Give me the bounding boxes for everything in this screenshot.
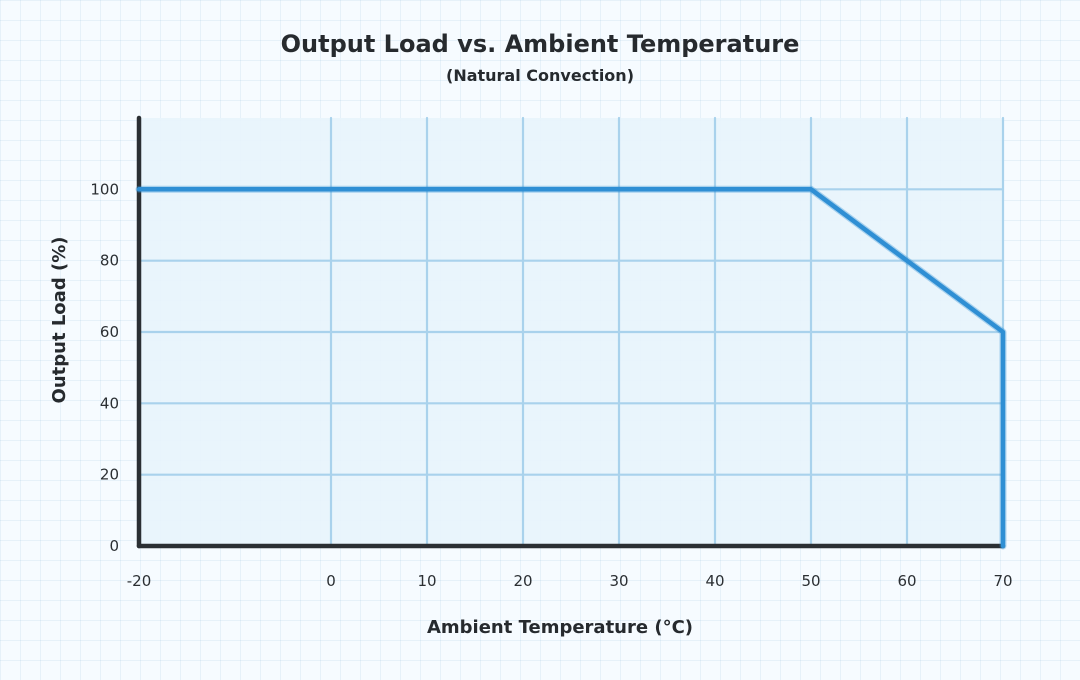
x-tick-label: 0 bbox=[326, 572, 336, 590]
x-tick-label: 30 bbox=[609, 572, 628, 590]
y-tick-label: 80 bbox=[100, 252, 119, 270]
series-line bbox=[136, 187, 1006, 549]
chart-title: Output Load vs. Ambient Temperature bbox=[280, 30, 800, 58]
x-tick-label: 10 bbox=[417, 572, 436, 590]
y-tick-label: 40 bbox=[100, 394, 119, 412]
x-axis-title: Ambient Temperature (°C) bbox=[427, 617, 693, 638]
x-tick-label: 50 bbox=[801, 572, 820, 590]
y-tick-label: 0 bbox=[109, 537, 119, 555]
x-tick-label: -20 bbox=[127, 572, 152, 590]
y-axis-title: Output Load (%) bbox=[49, 237, 70, 404]
y-tick-label: 20 bbox=[100, 466, 119, 484]
y-tick-label: 60 bbox=[100, 323, 119, 341]
tick-labels: -20 0 10 20 30 40 50 60 70 0 20 40 60 80 100 bbox=[90, 180, 1012, 590]
x-tick-label: 40 bbox=[705, 572, 724, 590]
series-layer bbox=[135, 185, 1007, 550]
y-tick-label: 100 bbox=[90, 180, 119, 198]
x-tick-label: 20 bbox=[513, 572, 532, 590]
chart-subtitle: (Natural Convection) bbox=[446, 66, 634, 85]
x-tick-label: 60 bbox=[897, 572, 916, 590]
x-tick-label: 70 bbox=[993, 572, 1012, 590]
